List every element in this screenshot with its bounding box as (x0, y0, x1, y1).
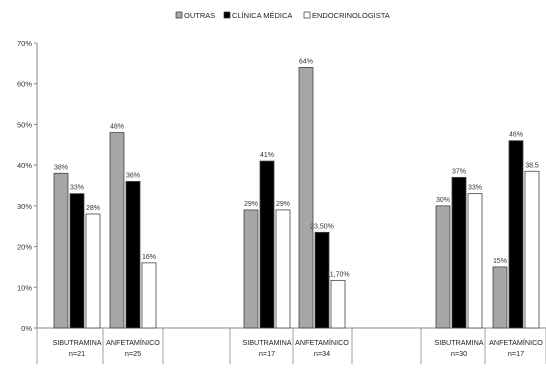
bar (492, 266, 508, 329)
legend-label-3: ENDOCRINOLOGISTA (312, 11, 390, 20)
bar (330, 279, 346, 329)
data-label: 16% (142, 254, 156, 261)
y-tick-label: 0% (21, 324, 32, 333)
bar (125, 181, 141, 329)
data-label: 30% (436, 197, 450, 204)
bar (109, 132, 125, 329)
y-tick-label: 10% (17, 283, 32, 292)
y-tick-label: 50% (17, 120, 32, 129)
bar (53, 172, 69, 329)
category-n-label: n=21 (69, 349, 85, 358)
bar (69, 193, 85, 329)
category-n-label: n=34 (314, 349, 330, 358)
data-label: 48% (110, 124, 124, 131)
data-label: 46% (509, 132, 523, 139)
bar (524, 170, 540, 329)
bar (435, 205, 451, 329)
y-tick-label: 30% (17, 202, 32, 211)
data-label: 41% (260, 152, 274, 159)
y-tick-label: 20% (17, 243, 32, 252)
data-label: 23,50% (310, 223, 334, 230)
category-label: SIBUTRAMINA (52, 338, 101, 347)
bar (451, 176, 467, 329)
category-n-label: n=30 (451, 349, 467, 358)
data-label: 38,5 (525, 162, 539, 169)
bar (259, 160, 275, 329)
legend-swatch-1 (175, 11, 183, 19)
category-n-label: n=17 (508, 349, 524, 358)
legend-label-2: CLÍNICA MÉDICA (232, 11, 292, 20)
bar (141, 262, 157, 329)
category-label: ANFETAMÍNICO (295, 338, 349, 347)
legend-swatch-3 (303, 11, 311, 19)
data-label: 33% (70, 185, 84, 192)
data-label: 33% (468, 185, 482, 192)
bar (467, 193, 483, 329)
data-label: 29% (244, 201, 258, 208)
bars (53, 67, 540, 329)
bar (243, 209, 259, 329)
y-tick-label: 60% (17, 80, 32, 89)
data-label: 28% (86, 205, 100, 212)
data-label: 36% (126, 172, 140, 179)
bar (275, 209, 291, 329)
category-n-label: n=17 (259, 349, 275, 358)
y-tick-label: 70% (17, 39, 32, 48)
category-label: ANFETAMÍNICO (106, 338, 160, 347)
category-labels: SIBUTRAMINA n=21 ANFETAMÍNICO n=25 SIBUTRAMI… (52, 338, 543, 358)
category-n-label: n=25 (125, 349, 141, 358)
category-label: ANFETAMÍNICO (489, 338, 543, 347)
data-labels: 38% 33% 28% 48% 36% 16% 29% 41% 29% 64% 23,50% 11,7… (54, 58, 539, 278)
bar (508, 140, 524, 329)
data-label: 11,70% (326, 271, 349, 278)
bar (85, 213, 101, 329)
bar (298, 67, 314, 329)
legend-swatch-2 (223, 11, 231, 19)
category-label: SIBUTRAMINA (434, 338, 483, 347)
legend: OUTRAS CLÍNICA MÉDICA ENDOCRINOLOGISTA (175, 11, 390, 20)
data-label: 15% (493, 258, 507, 265)
data-label: 37% (452, 168, 466, 175)
data-label: 64% (299, 58, 313, 65)
category-label: SIBUTRAMINA (242, 338, 291, 347)
data-label: 29% (276, 201, 290, 208)
y-tick-label: 40% (17, 161, 32, 170)
data-label: 38% (54, 164, 68, 171)
legend-label-1: OUTRAS (184, 11, 215, 20)
bar (314, 231, 330, 329)
